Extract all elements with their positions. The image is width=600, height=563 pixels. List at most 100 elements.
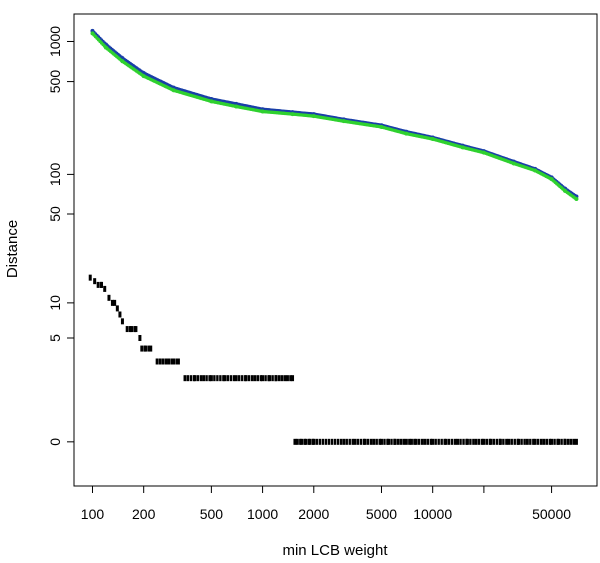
data-point (268, 375, 272, 382)
data-point (199, 375, 203, 382)
data-point (557, 438, 561, 445)
data-point (155, 358, 159, 365)
data-point (271, 375, 274, 382)
data-point (107, 294, 111, 301)
data-point (244, 375, 248, 382)
data-point (548, 438, 551, 445)
data-point (285, 375, 289, 382)
data-point (176, 358, 180, 365)
data-point (250, 375, 254, 382)
data-point (158, 358, 162, 365)
data-point (459, 438, 462, 445)
data-point (293, 438, 297, 445)
data-point (256, 375, 260, 382)
data-point (453, 438, 457, 445)
data-point (164, 358, 168, 365)
data-point (196, 375, 200, 382)
data-point (144, 345, 148, 352)
data-point (118, 311, 122, 318)
data-point (348, 438, 351, 445)
data-point (312, 438, 316, 445)
data-point (336, 438, 339, 445)
data-point (291, 375, 295, 382)
data-point (315, 438, 318, 445)
data-point (130, 326, 134, 333)
x-tick-label: 50000 (532, 506, 571, 522)
data-point (390, 438, 393, 445)
data-point (209, 99, 214, 104)
data-point (138, 335, 142, 342)
data-point (469, 438, 472, 445)
data-point (103, 285, 107, 292)
data-point (549, 177, 554, 182)
data-point (413, 438, 416, 445)
data-point (209, 375, 213, 382)
data-point (172, 358, 176, 365)
data-point (339, 438, 342, 445)
data-point (402, 438, 406, 445)
data-point (409, 438, 413, 445)
data-point (324, 438, 327, 445)
data-point (379, 438, 383, 445)
data-point (311, 114, 316, 119)
data-point (485, 438, 489, 445)
data-point (465, 438, 469, 445)
data-point (120, 59, 125, 64)
x-tick-label: 2000 (298, 506, 329, 522)
data-point (502, 438, 505, 445)
data-point (167, 358, 171, 365)
data-point (456, 438, 460, 445)
x-axis-label: min LCB weight (282, 542, 388, 559)
data-point (280, 375, 284, 382)
data-point (110, 299, 114, 306)
data-point (366, 438, 370, 445)
data-point (234, 104, 239, 109)
x-tick-label: 500 (200, 506, 224, 522)
data-point (289, 375, 292, 382)
data-point (387, 438, 391, 445)
data-point (399, 438, 403, 445)
data-point (115, 305, 119, 312)
data-point (219, 375, 222, 382)
data-point (440, 438, 443, 445)
y-axis: 0 5 10 50 100 500 1000 (47, 26, 75, 446)
x-tick-label: 100 (81, 506, 105, 522)
data-point (408, 438, 411, 445)
data-point (333, 438, 336, 445)
data-point (572, 438, 576, 445)
plot-frame (73, 13, 598, 487)
data-point (560, 438, 563, 445)
data-point (202, 375, 206, 382)
data-point (569, 438, 573, 445)
data-point (103, 45, 108, 50)
data-point (378, 438, 381, 445)
data-point (241, 375, 244, 382)
data-point (481, 150, 486, 155)
data-point (277, 375, 281, 382)
data-point (429, 438, 433, 445)
data-point (474, 438, 478, 445)
data-point (186, 375, 190, 382)
data-point (223, 375, 227, 382)
x-tick-label: 5000 (366, 506, 397, 522)
data-point (134, 326, 138, 333)
data-marks (88, 28, 579, 445)
data-point (450, 438, 454, 445)
data-point (327, 438, 330, 445)
data-point (417, 438, 421, 445)
data-point (175, 358, 178, 365)
data-point (423, 438, 427, 445)
data-point (308, 438, 312, 445)
data-point (495, 438, 499, 445)
data-point (510, 438, 513, 445)
data-point (480, 438, 484, 445)
data-point (229, 375, 233, 382)
data-point (321, 438, 324, 445)
data-point (372, 438, 376, 445)
data-point (430, 137, 435, 142)
data-point (431, 438, 435, 445)
data-point (274, 375, 278, 382)
data-point (517, 438, 521, 445)
data-point (213, 375, 216, 382)
data-point (93, 278, 97, 285)
